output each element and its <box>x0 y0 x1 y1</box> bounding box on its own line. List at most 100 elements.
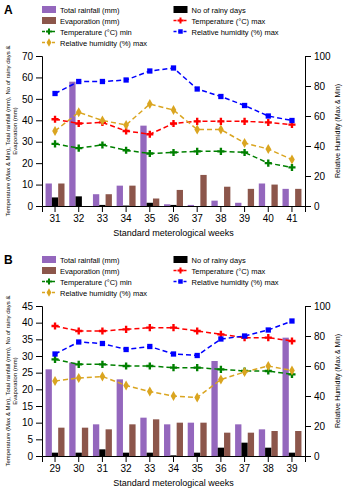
marker <box>265 119 272 126</box>
legend-item: Total rainfall (mm) <box>42 256 120 265</box>
bar-series <box>46 82 289 206</box>
bar <box>282 338 288 456</box>
tick: 36 <box>215 456 227 474</box>
tick-label: 39 <box>239 213 251 224</box>
bar <box>177 190 183 206</box>
tick-mark <box>305 176 311 177</box>
tick-mark <box>305 366 311 367</box>
tick: 0 <box>27 451 42 462</box>
y-axis-title: Temperature (Max & Min), Total rainfall … <box>5 46 18 217</box>
tick: 40 <box>263 206 275 224</box>
legend-item: Total rainfall (mm) <box>42 6 120 15</box>
tick-label: 31 <box>49 213 61 224</box>
tick: 29 <box>49 456 61 474</box>
marker <box>123 326 130 333</box>
legend-label: Evaporation (mm) <box>60 267 120 276</box>
tick-mark <box>220 456 221 462</box>
bar <box>76 196 82 206</box>
bar <box>82 206 88 207</box>
legend-item: Relative humidity (%) max <box>174 28 279 37</box>
bar <box>46 369 52 456</box>
chart: 3132333435363738394041010203040506070020… <box>0 0 343 500</box>
marker <box>52 91 57 96</box>
tick-mark <box>173 456 174 462</box>
tick-label: 70 <box>22 51 34 62</box>
tick-label: 40 <box>22 317 34 328</box>
tick-mark <box>36 56 42 57</box>
legend-item: No of rainy days <box>174 6 246 15</box>
legend-item: Relative humidity (%) max <box>42 38 147 47</box>
bar <box>58 428 64 456</box>
tick: 35 <box>192 456 204 474</box>
tick-mark <box>36 120 42 121</box>
tick-mark <box>305 306 311 307</box>
legend-label: Relative humidity (%) max <box>192 278 279 287</box>
bar <box>93 424 99 456</box>
marker <box>194 364 201 371</box>
legend-item: Relative humidity (%) max <box>174 278 279 287</box>
tick-mark <box>149 456 150 462</box>
plot-area: 2930313233343536373839051015202530354045… <box>22 301 331 488</box>
tick: 30 <box>22 136 42 147</box>
tick-label: 29 <box>49 463 61 474</box>
bar <box>99 449 105 456</box>
tick-label: 36 <box>168 213 180 224</box>
tick: 60 <box>305 111 326 122</box>
tick-label: 40 <box>314 141 326 152</box>
tick-label: 39 <box>286 463 298 474</box>
line <box>55 321 292 356</box>
line <box>55 144 292 168</box>
x-axis-title: Standard meterological weeks <box>113 478 234 488</box>
marker <box>194 125 200 135</box>
tick: 35 <box>144 206 156 224</box>
bar <box>265 206 271 207</box>
tick: 32 <box>73 206 85 224</box>
bar <box>259 184 265 207</box>
legend-label: Relative humidity (%) max <box>60 39 147 48</box>
bar <box>117 186 123 206</box>
marker <box>288 337 295 344</box>
marker <box>147 99 153 109</box>
bar <box>140 126 146 206</box>
legend-label: Temperature (°C) min <box>60 278 132 287</box>
tick-label: 0 <box>27 201 33 212</box>
marker <box>123 362 130 369</box>
bar <box>295 189 301 206</box>
bar <box>147 203 153 206</box>
marker <box>170 324 177 331</box>
tick: 15 <box>22 401 42 412</box>
tick-mark <box>36 356 42 357</box>
tick-mark <box>305 116 311 117</box>
y2-axis-title: Relative Humidity (Max & Min) <box>334 84 342 178</box>
tick: 36 <box>168 206 180 224</box>
tick: 34 <box>121 206 133 224</box>
marker <box>242 367 248 377</box>
bar <box>188 423 194 456</box>
tick-mark <box>305 206 311 207</box>
bar <box>194 453 200 456</box>
tick-label: 32 <box>121 463 133 474</box>
marker <box>100 116 106 126</box>
tick: 50 <box>22 94 42 105</box>
legend-marker <box>178 268 184 274</box>
tick: 38 <box>263 456 275 474</box>
bar <box>147 453 153 456</box>
marker <box>194 148 201 155</box>
tick-mark <box>291 206 292 212</box>
axis: 3132333435363738394041 <box>43 206 306 224</box>
tick: 38 <box>215 206 227 224</box>
marker <box>195 353 200 358</box>
legend-item: No of rainy days <box>174 256 246 265</box>
legend: Total rainfall (mm) No of rainy days Evapo… <box>42 256 279 298</box>
axis-line <box>43 207 306 213</box>
marker <box>218 375 224 385</box>
tick-mark <box>36 306 42 307</box>
marker <box>265 334 272 341</box>
axis-line <box>36 307 43 457</box>
marker <box>289 318 294 323</box>
legend-swatch <box>42 6 56 13</box>
tick-label: 40 <box>263 213 275 224</box>
tick-label: 45 <box>22 301 34 312</box>
bar <box>289 206 295 207</box>
tick: 60 <box>22 72 42 83</box>
